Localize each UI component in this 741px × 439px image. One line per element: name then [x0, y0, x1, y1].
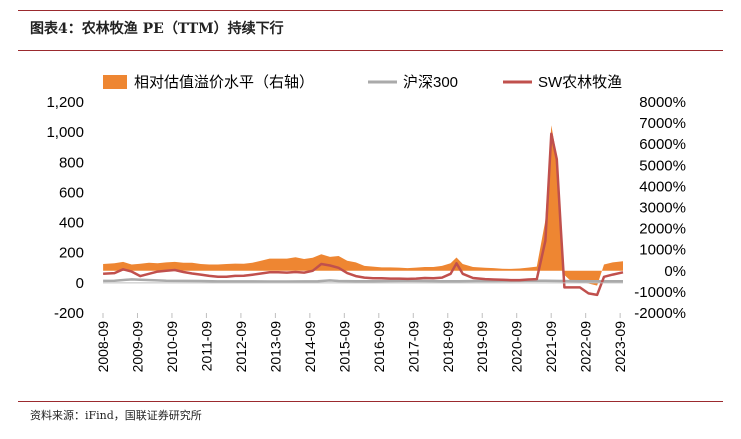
plot-area: 2008-09 2009-09 2010-09 2011-09 2012-09 2013-… [46, 94, 686, 372]
figure-title: 图表4：农林牧渔 PE（TTM）持续下行 [30, 21, 284, 37]
x-tick-label: 2009-09 [130, 321, 146, 373]
x-tick-label: 2023-09 [612, 321, 628, 373]
right-tick-label: 6000% [639, 136, 686, 153]
series-line-sw [103, 132, 624, 297]
x-tick-label: 2012-09 [233, 321, 249, 373]
left-tick-label: 800 [59, 154, 84, 171]
left-tick-label: 1,000 [46, 124, 84, 141]
right-tick-label: 0% [664, 263, 686, 280]
title-underline [18, 50, 723, 51]
x-tick-label: 2019-09 [474, 321, 490, 373]
right-tick-label: 8000% [639, 94, 686, 111]
right-tick-label: -2000% [634, 305, 686, 322]
x-tick-label: 2013-09 [267, 321, 283, 373]
legend-swatch-premium [103, 75, 127, 89]
series-line-hs300 [103, 278, 623, 283]
legend: 相对估值溢价水平（右轴） 沪深300 SW农林牧渔 [103, 74, 622, 91]
x-tick-label: 2008-09 [95, 321, 111, 373]
right-tick-label: 4000% [639, 178, 686, 195]
x-tick-label: 2022-09 [578, 321, 594, 373]
right-tick-label: 2000% [639, 221, 686, 238]
x-tick-label: 2020-09 [509, 321, 525, 373]
legend-label-sw: SW农林牧渔 [538, 74, 622, 91]
x-tick-label: 2015-09 [336, 321, 352, 373]
x-tick-label: 2014-09 [302, 321, 318, 373]
legend-label-hs300: 沪深300 [403, 74, 458, 91]
top-rule [18, 10, 723, 11]
x-tick-label: 2011-09 [198, 321, 214, 372]
x-tick-label: 2017-09 [405, 321, 421, 373]
x-tick-label: 2021-09 [543, 321, 559, 373]
left-tick-label: 1,200 [46, 94, 84, 111]
bottom-rule [18, 401, 723, 402]
source-note: 资料来源：iFind，国联证券研究所 [30, 409, 202, 422]
series-area-premium [103, 125, 624, 286]
legend-label-premium: 相对估值溢价水平（右轴） [134, 74, 314, 91]
right-tick-label: 7000% [639, 115, 686, 132]
x-tick-label: 2016-09 [371, 321, 387, 373]
right-tick-label: -1000% [634, 284, 686, 301]
x-tick-label: 2018-09 [440, 321, 456, 373]
left-tick-label: 0 [76, 275, 84, 292]
right-tick-label: 3000% [639, 200, 686, 217]
left-tick-label: 400 [59, 215, 84, 232]
left-tick-label: 600 [59, 184, 84, 201]
right-tick-label: 1000% [639, 242, 686, 259]
right-tick-label: 5000% [639, 157, 686, 174]
left-tick-label: -200 [54, 305, 84, 322]
left-tick-label: 200 [59, 245, 84, 262]
x-tick-label: 2010-09 [164, 321, 180, 373]
